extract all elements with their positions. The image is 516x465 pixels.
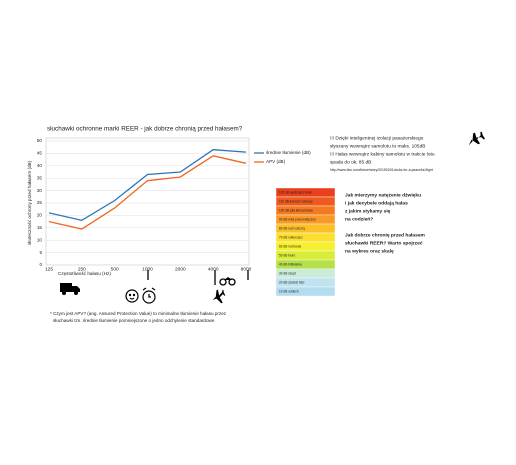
question-text: na wykres oraz skalę <box>345 248 394 254</box>
scale-label: 20 dB szelest liści <box>279 280 305 284</box>
question-text: na codzień? <box>345 216 373 222</box>
chart-title: słuchawki ochronne marki REER - jak dobr… <box>47 126 243 133</box>
footnote: słuchawki tzn. średnie tłumienie pomniej… <box>53 318 215 323</box>
clock-icon <box>142 287 156 304</box>
scale-label: 60 dB rozmowa <box>279 244 301 248</box>
question-text: Jak dobrze chronię przed hałasem <box>345 232 426 238</box>
y-tick-label: 5 <box>39 250 42 255</box>
scale-row <box>275 286 336 297</box>
scale-label: 10 dB oddech <box>279 289 299 293</box>
y-tick-label: 25 <box>37 200 43 205</box>
info-text: słyszany wewnątrz samolotu to maks. 105d… <box>330 143 425 149</box>
question-text: Jak mierzymy natężenie dźwięku <box>345 192 421 198</box>
y-tick-label: 35 <box>37 175 43 180</box>
y-tick-label: 0 <box>39 262 42 267</box>
y-tick-label: 45 <box>37 151 43 156</box>
question-text: słuchawki REER? Warto spojrzeć <box>345 240 423 246</box>
scale-label: 120 dB wystrzał z broni <box>279 190 312 194</box>
x-tick-label: 1000 <box>142 266 153 272</box>
plane-icon <box>212 289 226 304</box>
truck-icon <box>60 283 80 295</box>
scale-label: 90 dB młot pneumatyczny <box>279 217 316 221</box>
footnote: * Czym jest APV? (ang. Assured Protectio… <box>50 311 227 316</box>
scale-label: 50 dB biuro <box>279 253 296 257</box>
y-axis-label: skuteczność ochrony przed hałasem (dB) <box>27 160 32 245</box>
y-tick-label: 40 <box>37 163 43 168</box>
x-tick-label: 4000 <box>208 266 219 272</box>
motorcycle-icon <box>219 277 236 286</box>
baby-icon <box>125 289 139 303</box>
scale-label: 30 dB szept <box>279 271 296 275</box>
y-tick-label: 10 <box>37 237 43 242</box>
x-tick-label: 500 <box>111 266 119 272</box>
series-line <box>48 149 247 222</box>
y-tick-label: 30 <box>37 188 43 193</box>
y-tick-label: 20 <box>37 213 43 218</box>
info-text: !!! Dzięki inteligentnej izolacji pasaże… <box>330 135 424 141</box>
x-tick-label: 8000 <box>241 266 252 272</box>
plane-icon <box>468 131 486 146</box>
question-text: i jak decybele oddają hałas <box>345 200 408 206</box>
info-text: spada do ok. 85 dB <box>330 159 371 165</box>
x-tick-label: 125 <box>45 266 53 272</box>
series-line <box>48 155 247 230</box>
y-tick-label: 15 <box>37 225 43 230</box>
question-text: z jakim stykamy się <box>345 208 391 214</box>
x-tick-label: 2000 <box>175 266 186 272</box>
x-axis-label: Częstotliwość hałasu (Hz) <box>58 271 111 276</box>
y-tick-label: 50 <box>37 138 43 143</box>
legend-label: APV (dB) <box>266 159 286 164</box>
markers <box>147 270 249 285</box>
scale-label: 70 dB odkurzacz <box>279 235 303 239</box>
info-text: !!! Hałas wewnątrz kabiny samolotu w tra… <box>330 151 435 157</box>
scale-label: 40 dB biblioteka <box>279 262 302 266</box>
scale-label: 80 dB ruch uliczny <box>279 226 305 230</box>
info-text: http://www.bbc.com/future/story/20150226… <box>330 168 433 172</box>
x-tick-label: 250 <box>78 266 86 272</box>
scale-label: 110 dB koncert rockowy <box>279 199 313 203</box>
scale-label: 100 dB piła łańcuchowa <box>279 208 313 212</box>
legend-label: średnie tłumienie (dB) <box>266 150 311 155</box>
